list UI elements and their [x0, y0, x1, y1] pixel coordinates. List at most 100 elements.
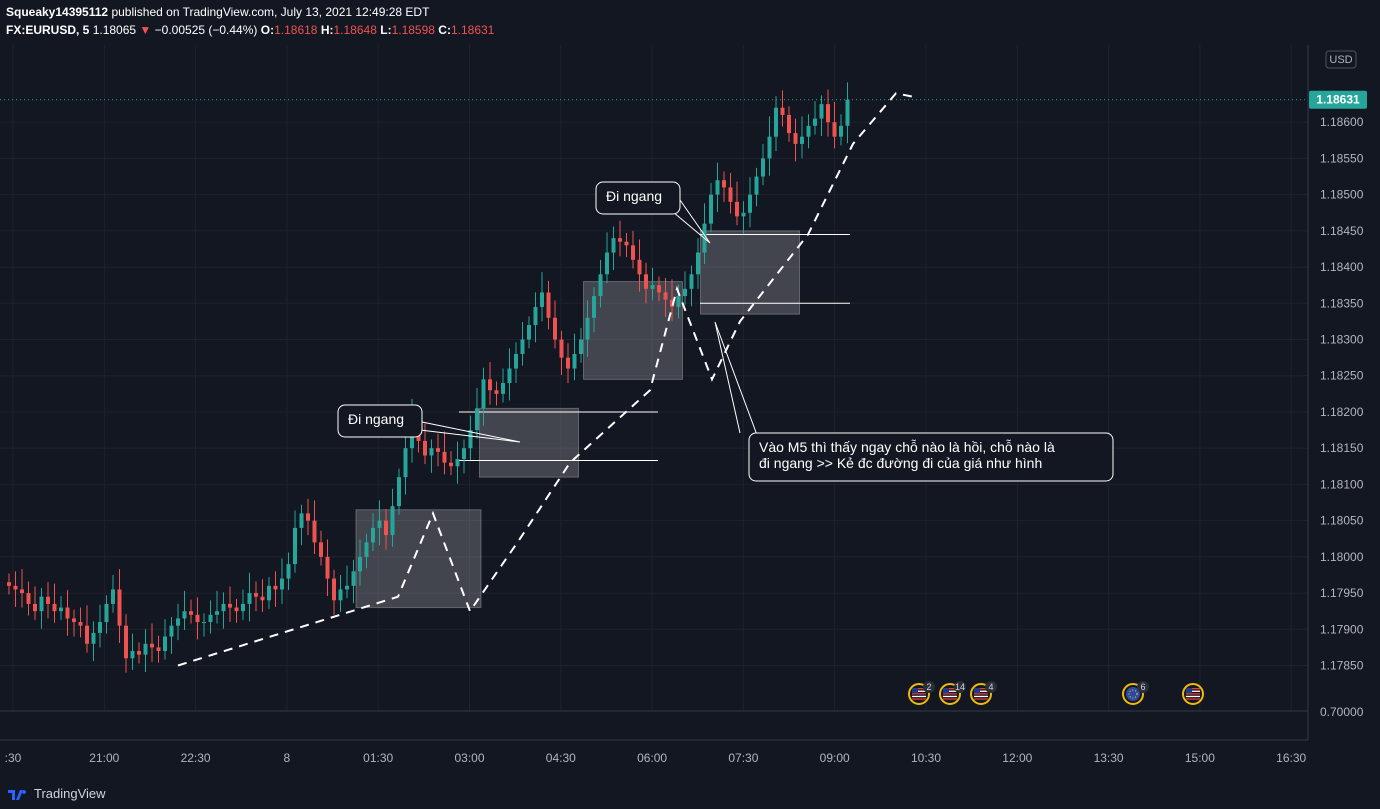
- us-stripe: [974, 688, 988, 690]
- y-tick-label: 1.18100: [1320, 477, 1364, 491]
- candle: [644, 262, 648, 304]
- candle: [390, 488, 395, 547]
- x-tick-label: 03:00: [454, 751, 484, 765]
- candle-body: [774, 107, 778, 137]
- candle: [631, 230, 635, 269]
- high-value: 1.18648: [333, 23, 377, 37]
- us-stripe: [912, 690, 926, 692]
- candle: [286, 552, 291, 591]
- chart-publish-line: Squeaky14395112 published on TradingView…: [6, 5, 429, 19]
- candle: [260, 579, 265, 612]
- us-canton: [974, 688, 980, 693]
- candle-body: [26, 593, 31, 604]
- us-canton: [943, 688, 949, 693]
- candle-body: [111, 589, 115, 604]
- candle: [65, 590, 70, 636]
- candle-body: [241, 603, 245, 612]
- us-stripe: [912, 695, 926, 698]
- candle: [429, 439, 434, 473]
- candle: [254, 581, 258, 612]
- y-tick-label: 1.18200: [1320, 405, 1364, 419]
- candle: [104, 595, 109, 634]
- candle-body: [429, 448, 434, 456]
- us-stripe: [943, 695, 957, 698]
- candle-body: [689, 274, 694, 289]
- x-tick-label: 8: [284, 751, 291, 765]
- callout-text: Vào M5 thì thấy ngay chỗ nào là hồi, chỗ…: [759, 439, 1055, 471]
- y-tick-label: 1.18250: [1320, 369, 1364, 383]
- y-tick-label: 1.17900: [1320, 622, 1364, 636]
- candle: [520, 322, 525, 366]
- candle: [39, 587, 44, 629]
- event-count: 2: [926, 682, 931, 692]
- candle: [481, 367, 486, 426]
- candle: [169, 616, 174, 654]
- candle: [85, 605, 89, 653]
- candle: [715, 162, 720, 213]
- candle: [377, 500, 382, 546]
- candle: [819, 95, 824, 136]
- candle: [364, 533, 369, 569]
- event-count-bg: [1137, 681, 1149, 693]
- candle: [267, 577, 271, 610]
- y-tick-label: 1.18400: [1320, 260, 1364, 274]
- candle: [293, 510, 297, 573]
- tradingview-brand[interactable]: TradingView: [8, 786, 106, 801]
- y-tick-label-extra: 0.70000: [1320, 705, 1364, 719]
- candle: [559, 330, 564, 376]
- candle: [722, 171, 726, 202]
- candle-body: [520, 339, 525, 355]
- candle-body: [397, 477, 401, 507]
- consolidation-zone: [479, 407, 579, 478]
- candle-body: [741, 212, 746, 217]
- candle: [312, 500, 317, 554]
- candle-body: [793, 133, 798, 144]
- candle: [709, 183, 713, 233]
- candle: [787, 106, 791, 142]
- candle-body: [156, 647, 161, 652]
- candle: [52, 583, 57, 623]
- candle-body: [293, 527, 297, 565]
- candle: [273, 571, 278, 607]
- low-value: 1.18598: [391, 23, 435, 37]
- consolidation-zone: [583, 281, 683, 380]
- symbol-legend: FX:EURUSD, 5 1.18065 ▼ −0.00525 (−0.44%)…: [6, 23, 494, 37]
- us-canton: [1186, 688, 1192, 693]
- candle-body: [728, 187, 733, 202]
- candle-body: [572, 354, 577, 369]
- x-tick-label: 09:00: [820, 751, 850, 765]
- candle-body: [514, 354, 518, 369]
- candle: [514, 342, 518, 383]
- candle: [845, 82, 850, 144]
- callout-text: Đi ngang: [606, 188, 662, 204]
- candle-body: [273, 585, 278, 590]
- candle: [111, 574, 115, 613]
- candle-body: [351, 571, 356, 586]
- candle-body: [800, 136, 804, 144]
- us-stripe: [943, 688, 957, 690]
- candle: [358, 539, 362, 586]
- x-tick-label: 12:00: [1002, 751, 1032, 765]
- candle-body: [254, 593, 258, 597]
- candle-body: [72, 618, 76, 623]
- candle: [468, 415, 473, 460]
- us-stripe: [943, 690, 957, 692]
- candle: [455, 441, 460, 484]
- candle-body: [286, 564, 291, 579]
- candle: [423, 423, 427, 465]
- author-name[interactable]: Squeaky14395112: [6, 5, 109, 19]
- candle-body: [176, 618, 180, 626]
- candle-body: [806, 125, 811, 137]
- candle: [338, 574, 343, 612]
- candle: [748, 177, 752, 228]
- chart-grid: [0, 45, 1308, 711]
- us-flag-icon: [1182, 683, 1204, 705]
- symbol-name[interactable]: FX:EURUSD, 5: [6, 23, 90, 37]
- candle: [741, 201, 746, 234]
- y-tick-label: 1.18350: [1320, 296, 1364, 310]
- us-stripe: [943, 698, 957, 700]
- candle-body: [449, 462, 453, 467]
- x-tick-label: 01:30: [363, 751, 393, 765]
- candle: [657, 276, 661, 302]
